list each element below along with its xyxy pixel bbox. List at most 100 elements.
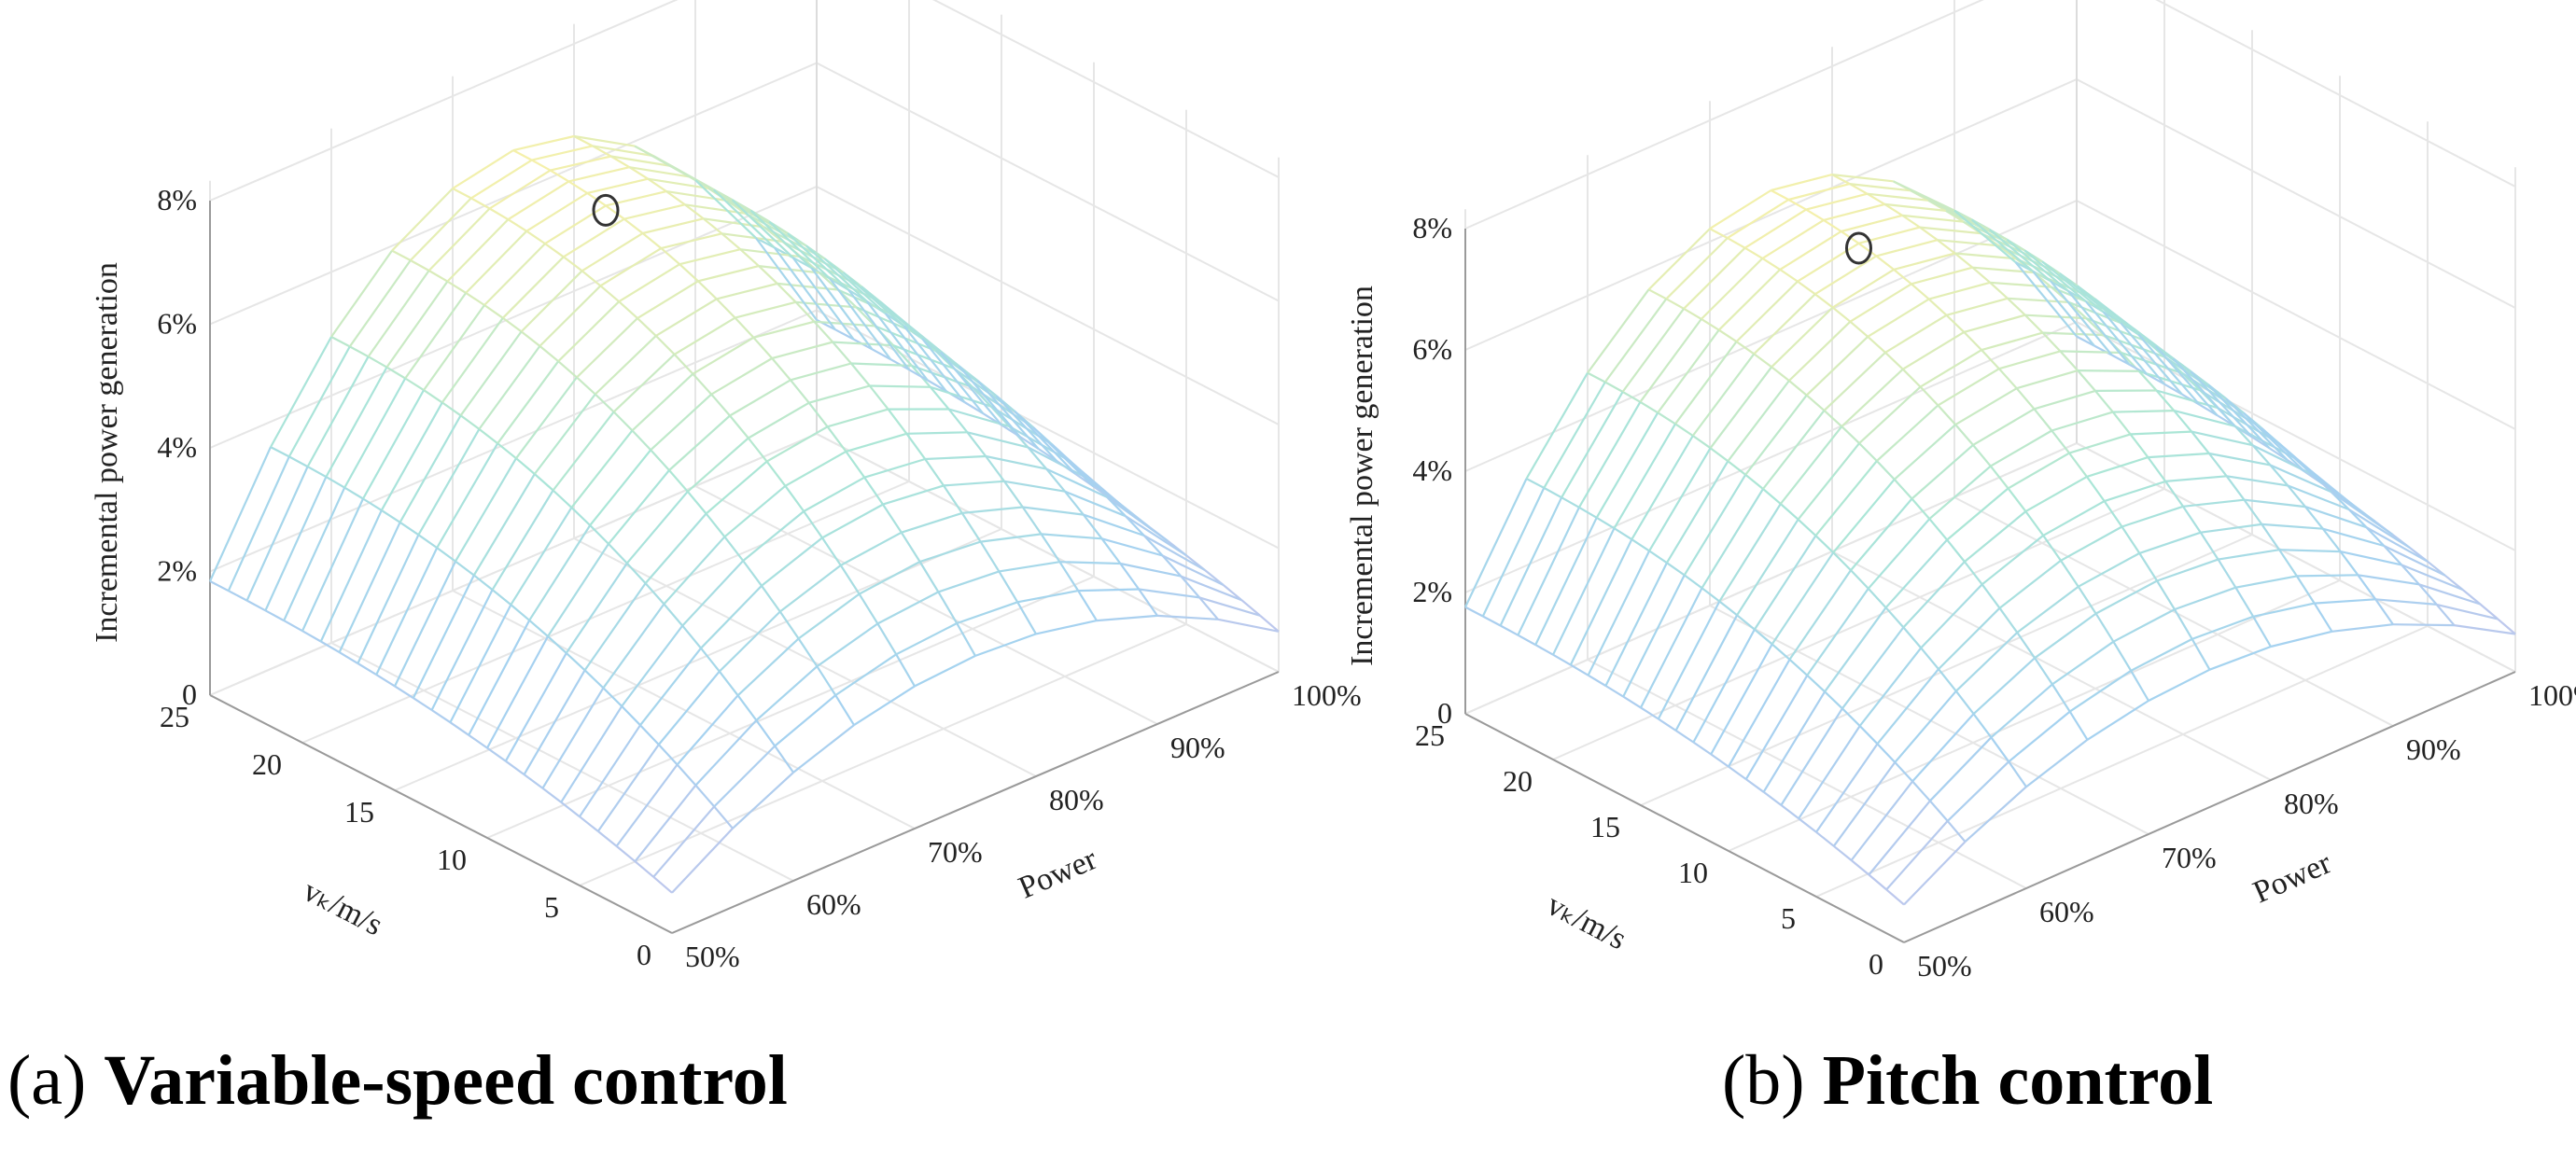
panel-b-surface-mesh-line — [1622, 574, 1686, 698]
panel-b-surface-mesh-line — [1588, 674, 1606, 687]
chart-panel-a: 0 2% 4% 6% 8% 50% 60% 70% 80% 90% 100% 0 5 10 15 20 25 Po… — [90, 0, 1362, 973]
panel-b-surface-mesh-line — [2261, 523, 2323, 530]
panel-b-surface-mesh-line — [1639, 400, 1659, 414]
panel-a-surface-mesh-line — [459, 330, 523, 416]
panel-a-optimum-marker — [592, 193, 620, 227]
panel-a-surface-mesh-line — [755, 237, 818, 321]
panel-a-surface-mesh-line — [368, 355, 387, 369]
panel-b-surface-mesh-line — [2348, 509, 2411, 550]
panel-b-surface-mesh-line — [2304, 506, 2324, 530]
panel-b-surface-mesh-line — [2191, 430, 2210, 454]
panel-b-y-tick-label: 15 — [1590, 810, 1620, 843]
panel-a-surface-mesh-line — [790, 362, 852, 382]
panel-b-surface-mesh-line — [2497, 618, 2516, 635]
panel-a-surface-mesh-line — [859, 561, 921, 595]
panel-a-surface-mesh-line — [1045, 467, 1066, 493]
panel-a-surface-mesh-line — [731, 199, 794, 258]
panel-b-surface-mesh-line — [2190, 370, 2253, 439]
panel-b-surface-mesh-line — [2296, 574, 2359, 578]
panel-a-surface-mesh-line — [1162, 554, 1225, 586]
panel-a-surface-mesh-line — [906, 431, 968, 435]
panel-a-surface-mesh-line — [911, 364, 973, 388]
panel-b-surface-mesh-line — [1684, 574, 1703, 590]
panel-b-surface-mesh-line — [1771, 174, 1833, 192]
panel-b-surface-mesh-line — [2383, 545, 2402, 566]
panel-a-surface-mesh-line — [1016, 590, 1079, 604]
panel-a-surface-mesh-line — [1035, 620, 1098, 635]
panel-b-y-axis — [1464, 713, 1905, 943]
panel-b-surface-mesh-line — [2435, 604, 2456, 626]
panel-a-surface-mesh-line — [637, 280, 699, 320]
panel-a-surface-mesh-line — [399, 414, 462, 523]
panel-a-surface-mesh-line — [557, 300, 620, 362]
panel-a-surface-mesh-line — [974, 633, 1037, 657]
panel-a-surface-mesh-line — [497, 360, 560, 444]
panel-a-surface-mesh-line — [565, 562, 628, 654]
panel-b-surface-mesh-line — [1683, 307, 1702, 320]
panel-b-surface-mesh-line — [2269, 464, 2332, 494]
panel-b-surface-mesh-line — [2076, 335, 2095, 347]
panel-a-surface-mesh-line — [270, 446, 290, 458]
panel-b-surface-mesh-line — [1990, 281, 2051, 288]
panel-b-surface-mesh-line — [1482, 615, 1502, 627]
panel-a-z-tick-label: 6% — [157, 307, 197, 341]
panel-a-surface-mesh-line — [246, 599, 266, 612]
panel-a-surface-mesh-line — [985, 454, 1047, 470]
panel-b-surface-mesh-line — [1928, 518, 1948, 541]
panel-b-surface-mesh-line — [1998, 368, 2018, 389]
panel-b-surface-mesh-line — [1814, 460, 1878, 537]
panel-a-surface-mesh-line — [963, 401, 984, 415]
panel-a-surface-mesh-line — [539, 285, 602, 347]
panel-b-surface-mesh-line — [2077, 369, 2096, 392]
panel-a-surface-mesh-line — [1161, 554, 1183, 578]
caption-b-label: (b) — [1722, 1041, 1805, 1120]
panel-b-surface-mesh-line — [1657, 329, 1720, 413]
panel-a-surface-mesh-line — [423, 304, 485, 391]
panel-b-surface-mesh-line — [2067, 290, 2131, 366]
chart-panel-b: 0 2% 4% 6% 8% 50% 60% 70% 80% 90% 100% 0 5 10 15 20 25 Po… — [1345, 0, 2576, 983]
panel-a-surface-mesh-line — [795, 300, 857, 309]
panel-b-surface-mesh-line — [1989, 281, 2009, 300]
panel-a-surface-mesh-line — [650, 449, 670, 471]
panel-a-surface-mesh-line — [599, 247, 662, 287]
panel-a-surface-mesh-line — [1022, 506, 1084, 516]
panel-a-surface-mesh-line — [1003, 481, 1024, 509]
panel-a-surface-mesh-line — [1058, 561, 1080, 592]
panel-b-surface-mesh-line — [1604, 381, 1624, 393]
panel-a-surface-mesh-line — [765, 460, 787, 487]
panel-a-surface-mesh-line — [705, 512, 726, 537]
panel-b-surface-mesh-line — [1744, 394, 1808, 476]
panel-a-surface-mesh-line — [502, 316, 523, 333]
panel-a-surface-mesh-line — [1032, 426, 1095, 488]
panel-a-surface-mesh-line — [270, 336, 332, 448]
panel-a-floor-grid-x — [694, 485, 1158, 725]
panel-b-surface-mesh-line — [2243, 411, 2306, 473]
panel-b-surface-mesh-line — [2365, 526, 2429, 563]
panel-b-surface-mesh-line — [2148, 668, 2210, 702]
panel-a-y-tick-label: 5 — [544, 890, 559, 924]
panel-b-surface-mesh-line — [2322, 527, 2385, 548]
panel-a-surface-mesh-line — [623, 217, 644, 234]
panel-a-surface-mesh-line — [858, 593, 879, 624]
panel-b-surface-mesh-line — [1717, 269, 1781, 331]
panel-a-surface-mesh-line — [771, 357, 791, 382]
panel-a-surface-mesh-line — [1016, 601, 1037, 634]
panel-a-surface-mesh-line — [625, 562, 647, 584]
panel-a-surface-mesh-line — [684, 203, 746, 215]
panel-a-surface-mesh-line — [452, 188, 472, 200]
panel-b-surface-mesh-line — [2418, 583, 2481, 606]
panel-b-surface-mesh-line — [1701, 317, 1720, 331]
panel-b-surface-mesh-line — [1867, 192, 1885, 205]
panel-a-surface-mesh-line — [979, 541, 1001, 572]
panel-a-surface-mesh-line — [338, 522, 401, 653]
panel-a-surface-mesh-line — [739, 248, 760, 267]
panel-a-surface-mesh-line — [306, 355, 370, 467]
panel-b-surface-mesh-line — [2269, 464, 2289, 487]
panel-a-floor-grid-y — [486, 576, 1095, 839]
panel-a-surface-mesh-line — [779, 565, 842, 613]
panel-a-surface-mesh-line — [515, 457, 536, 475]
panel-a-surface-mesh-line — [742, 560, 763, 587]
panel-b-z-tick-label: 0 — [1437, 696, 1452, 730]
panel-b-surface-mesh-line — [1561, 391, 1624, 498]
